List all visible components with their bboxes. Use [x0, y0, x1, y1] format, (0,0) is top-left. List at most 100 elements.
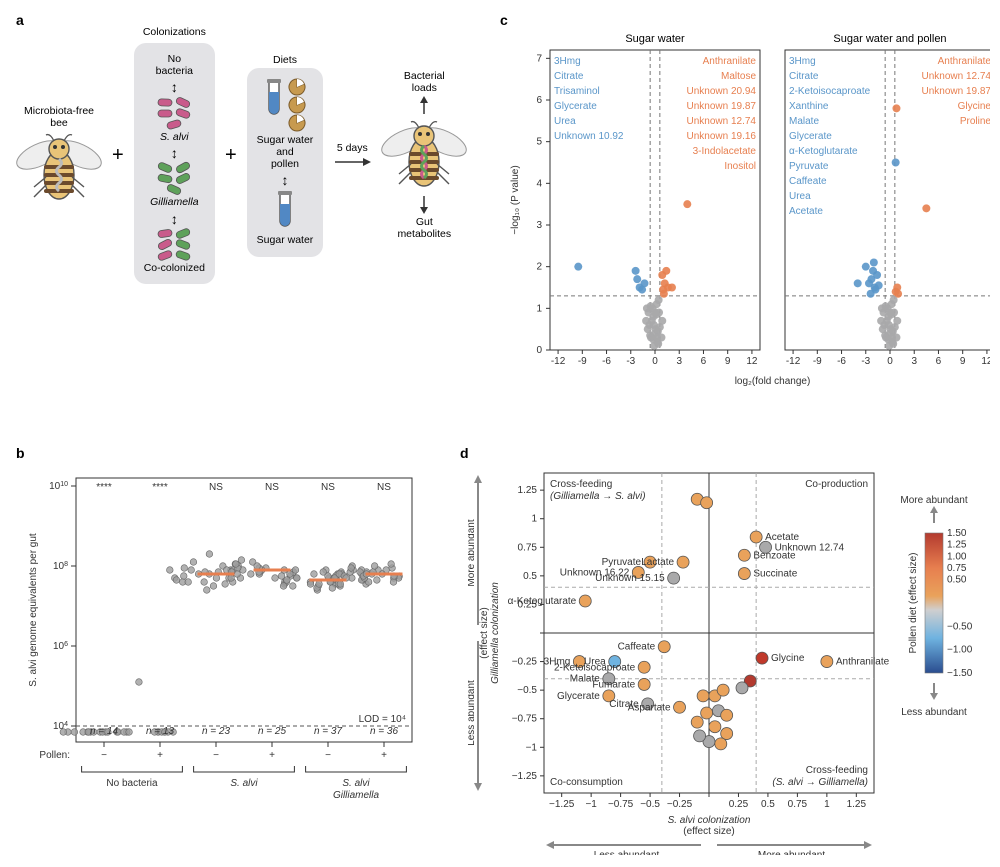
panel-c: Sugar water-12-9-6-30369123HmgCitrateTri… [500, 20, 990, 420]
svg-text:Aspartate: Aspartate [628, 702, 671, 713]
svg-text:n = 13: n = 13 [146, 726, 175, 737]
svg-text:2-Ketoisocaproate: 2-Ketoisocaproate [554, 662, 636, 673]
svg-text:−0.50: −0.50 [947, 621, 973, 632]
svg-text:Succinate: Succinate [753, 569, 797, 580]
svg-text:Glycerate: Glycerate [789, 131, 832, 142]
svg-text:−1: −1 [585, 799, 597, 810]
svg-text:(S. alvi → Gilliamella): (S. alvi → Gilliamella) [772, 777, 868, 788]
svg-text:1: 1 [531, 514, 537, 525]
svg-text:0.75: 0.75 [788, 799, 808, 810]
panel-a: Microbiota-freebee+ColonizationsNobacter… [16, 26, 486, 284]
svg-text:Gilliamella colonization: Gilliamella colonization [490, 582, 501, 684]
svg-text:LOD = 10⁴: LOD = 10⁴ [359, 714, 406, 725]
svg-text:4: 4 [536, 178, 542, 189]
svg-text:Cross-feeding: Cross-feeding [550, 479, 612, 490]
svg-text:108: 108 [53, 561, 68, 573]
svg-text:****: **** [152, 482, 168, 493]
svg-text:3Hmg: 3Hmg [789, 56, 816, 67]
svg-text:9: 9 [725, 356, 731, 367]
svg-text:(Gilliamella → S. alvi): (Gilliamella → S. alvi) [550, 491, 646, 502]
svg-text:n = 23: n = 23 [202, 726, 231, 737]
svg-text:−0.75: −0.75 [608, 799, 634, 810]
svg-text:Anthranilate: Anthranilate [703, 56, 757, 67]
svg-text:Unknown 15.15: Unknown 15.15 [595, 573, 665, 584]
svg-text:Urea: Urea [554, 116, 576, 127]
svg-text:Cross-feeding: Cross-feeding [806, 765, 868, 776]
svg-text:-3: -3 [626, 356, 635, 367]
svg-text:Unknown 12.74: Unknown 12.74 [922, 71, 991, 82]
svg-text:−0.25: −0.25 [512, 657, 538, 668]
diets-column: DietsSugar waterandpollen↕Sugar water [247, 54, 324, 257]
svg-text:106: 106 [53, 641, 68, 653]
svg-text:Caffeate: Caffeate [618, 642, 656, 653]
svg-text:Acetate: Acetate [789, 206, 823, 217]
panel-b: 1041061081010S. alvi genome equivalents … [22, 460, 442, 860]
svg-text:Pyruvate: Pyruvate [789, 161, 829, 172]
colonizations-column: ColonizationsNobacteria↕S. alvi↕Gilliame… [134, 26, 215, 284]
svg-text:Benzoate: Benzoate [753, 550, 796, 561]
svg-text:Proline: Proline [960, 116, 990, 127]
svg-text:3: 3 [536, 220, 542, 231]
svg-text:Less abundant: Less abundant [901, 707, 967, 718]
svg-text:0.75: 0.75 [518, 542, 538, 553]
panel-d: −1.25−1.25−1−1−0.75−0.75−0.5−0.5−0.25−0.… [468, 455, 998, 865]
svg-text:Less abundant: Less abundant [594, 850, 660, 855]
svg-text:Less abundant: Less abundant [468, 680, 477, 746]
svg-text:1.25: 1.25 [518, 485, 538, 496]
svg-text:0.5: 0.5 [523, 571, 537, 582]
svg-text:n = 37: n = 37 [314, 726, 343, 737]
svg-text:NS: NS [209, 482, 223, 493]
svg-text:Glycine: Glycine [771, 653, 805, 664]
svg-text:−1.25: −1.25 [512, 771, 538, 782]
svg-text:Unknown 20.94: Unknown 20.94 [687, 86, 757, 97]
svg-text:0: 0 [536, 345, 542, 356]
svg-text:1010: 1010 [49, 481, 68, 493]
svg-text:S. alvi: S. alvi [230, 778, 258, 789]
svg-text:Citrate: Citrate [554, 71, 584, 82]
svg-text:+: + [157, 750, 163, 761]
svg-text:S. alvi genome equivalents per: S. alvi genome equivalents per gut [28, 533, 39, 687]
svg-text:9: 9 [960, 356, 966, 367]
svg-text:6: 6 [701, 356, 707, 367]
svg-text:Lactate: Lactate [641, 557, 674, 568]
svg-text:−0.5: −0.5 [640, 799, 660, 810]
svg-text:NS: NS [321, 482, 335, 493]
svg-text:More abundant: More abundant [468, 519, 477, 586]
svg-text:-12: -12 [551, 356, 566, 367]
svg-text:−: − [325, 750, 331, 761]
svg-text:−1.50: −1.50 [947, 668, 973, 679]
svg-text:Anthranilate: Anthranilate [938, 56, 990, 67]
svg-text:1.25: 1.25 [947, 540, 967, 551]
svg-text:Co-consumption: Co-consumption [550, 777, 623, 788]
svg-text:S. alvi: S. alvi [342, 778, 370, 789]
svg-text:Inositol: Inositol [724, 161, 756, 172]
panel-c-chart: Sugar water-12-9-6-30369123HmgCitrateTri… [500, 20, 990, 416]
svg-text:7: 7 [536, 53, 542, 64]
svg-text:Unknown 19.87: Unknown 19.87 [687, 101, 757, 112]
svg-text:2: 2 [536, 262, 542, 273]
svg-text:Pollen:: Pollen: [39, 750, 70, 761]
svg-text:Malate: Malate [789, 116, 819, 127]
svg-text:0.5: 0.5 [761, 799, 775, 810]
svg-text:NS: NS [265, 482, 279, 493]
svg-text:−: − [101, 750, 107, 761]
svg-text:1: 1 [824, 799, 830, 810]
svg-text:6: 6 [936, 356, 942, 367]
svg-text:−0.75: −0.75 [512, 714, 538, 725]
svg-text:Xanthine: Xanthine [789, 101, 829, 112]
svg-text:No bacteria: No bacteria [106, 778, 158, 789]
svg-text:1.50: 1.50 [947, 528, 967, 539]
svg-text:+: + [381, 750, 387, 761]
svg-text:-9: -9 [813, 356, 822, 367]
microbiota-free-bee: Microbiota-freebee [16, 105, 102, 205]
svg-text:1: 1 [536, 303, 542, 314]
svg-text:Pollen diet (effect size): Pollen diet (effect size) [908, 553, 919, 654]
svg-text:0: 0 [652, 356, 658, 367]
svg-text:5: 5 [536, 137, 542, 148]
svg-text:-3: -3 [861, 356, 870, 367]
svg-text:-6: -6 [602, 356, 611, 367]
svg-text:6: 6 [536, 95, 542, 106]
svg-text:Unknown 10.92: Unknown 10.92 [554, 131, 624, 142]
svg-text:0.25: 0.25 [729, 799, 749, 810]
svg-text:Co-production: Co-production [805, 479, 868, 490]
